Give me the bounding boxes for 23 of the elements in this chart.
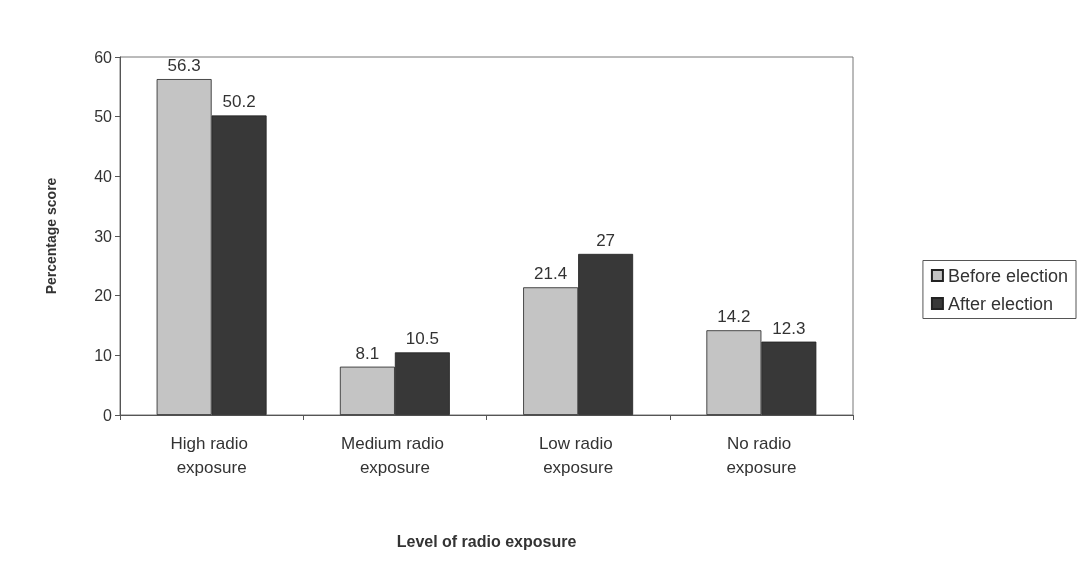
y-tick-label: 60 xyxy=(94,48,113,66)
data-label: 21.4 xyxy=(534,264,568,284)
data-label: 12.3 xyxy=(772,318,806,338)
y-axis-title: Percentage score xyxy=(43,177,59,295)
y-tick-label: 40 xyxy=(94,167,113,185)
y-tick-label: 0 xyxy=(103,406,113,424)
y-tick-label: 20 xyxy=(94,287,113,305)
data-label: 14.2 xyxy=(717,307,751,327)
x-tick-label: No radio exposure xyxy=(726,433,797,477)
y-tick-label: 10 xyxy=(94,346,113,364)
data-label: 50.2 xyxy=(222,92,256,112)
x-tick-label: High radio exposure xyxy=(170,433,253,477)
data-label: 8.1 xyxy=(355,343,380,363)
data-label: 56.3 xyxy=(167,56,201,76)
x-axis-title: Level of radio exposure xyxy=(396,532,577,550)
legend-label: After election xyxy=(947,293,1053,314)
x-tick-label: Low radio exposure xyxy=(538,433,618,477)
x-tick-label: Medium radio exposure xyxy=(341,433,449,477)
data-label: 27 xyxy=(596,230,616,250)
y-tick-label: 50 xyxy=(94,108,113,126)
y-tick-label: 30 xyxy=(94,227,113,245)
data-label: 10.5 xyxy=(405,329,439,349)
legend-label: Before election xyxy=(947,265,1068,286)
